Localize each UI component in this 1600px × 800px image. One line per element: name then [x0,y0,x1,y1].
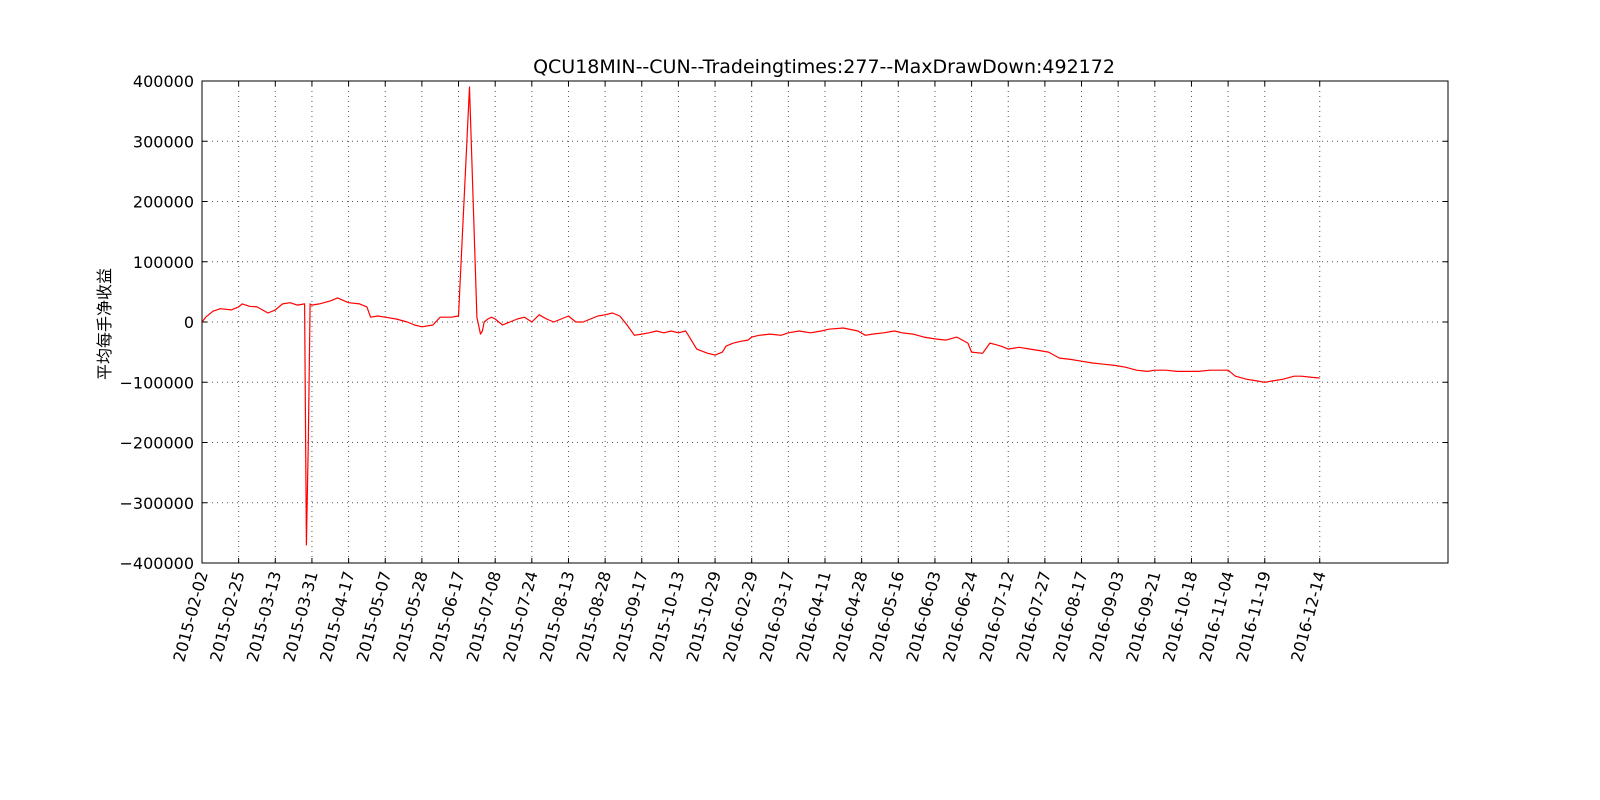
x-tick-label: 2016-09-21 [1122,569,1164,664]
y-tick-label: 0 [184,313,194,332]
x-tick-label: 2015-10-29 [683,569,725,664]
x-tick-label: 2016-11-19 [1232,569,1274,664]
x-tick-label: 2016-04-28 [829,569,871,664]
x-tick-label: 2015-03-31 [279,569,321,664]
x-tick-label: 2015-08-28 [573,569,615,664]
y-tick-label: −300000 [120,494,194,513]
x-tick-label: 2016-04-11 [792,569,834,664]
y-tick-labels: 400000 300000 200000 100000 0 −100000 −200000 −… [120,72,194,573]
x-tick-label: 2015-02-02 [169,569,211,664]
y-tick-label: −400000 [120,554,194,573]
chart-title: QCU18MIN--CUN--Tradeingtimes:277--MaxDra… [533,56,1115,78]
x-tick-label: 2016-10-18 [1159,569,1201,664]
y-tick-label: −100000 [120,373,194,392]
x-tick-label: 2015-07-08 [463,569,505,664]
y-tick-label: −200000 [120,434,194,453]
x-tick-label: 2015-04-17 [316,569,358,664]
x-tick-label: 2016-07-27 [1012,569,1054,664]
x-tick-label: 2016-11-04 [1196,569,1238,664]
x-tick-label: 2016-06-03 [902,569,944,664]
x-tick-label: 2015-09-17 [609,569,651,664]
x-tick-label: 2015-06-17 [426,569,468,664]
x-tick-label: 2015-08-13 [536,569,578,664]
plot-area-frame [201,80,1449,564]
x-tick-label: 2015-05-28 [389,569,431,664]
x-tick-label: 2016-05-16 [866,569,908,664]
y-tick-label: 100000 [133,253,194,272]
series-lines [201,86,1320,546]
series-line [201,86,1320,546]
x-tick-label: 2015-05-07 [353,569,395,664]
x-tick-label: 2015-02-25 [206,569,248,664]
x-tick-label: 2015-10-13 [646,569,688,664]
y-tick-label: 400000 [133,72,194,91]
x-tick-label: 2015-07-24 [499,569,541,664]
x-tick-label: 2016-06-24 [939,569,981,664]
x-tick-labels: 2015-02-022015-02-252015-03-132015-03-31… [169,569,1329,664]
x-tick-label: 2016-07-12 [976,569,1018,664]
y-tick-label: 200000 [133,193,194,212]
x-tick-label: 2015-03-13 [243,569,285,664]
x-tick-label: 2016-12-14 [1287,569,1329,664]
x-tick-label: 2016-02-29 [719,569,761,664]
x-tick-label: 2016-03-17 [756,569,798,664]
y-axis-label: 平均每手净收益 [95,268,114,380]
x-tick-label: 2016-09-03 [1086,569,1128,664]
y-tick-label: 300000 [133,132,194,151]
grid-lines [202,81,1448,563]
x-tick-label: 2016-08-17 [1049,569,1091,664]
